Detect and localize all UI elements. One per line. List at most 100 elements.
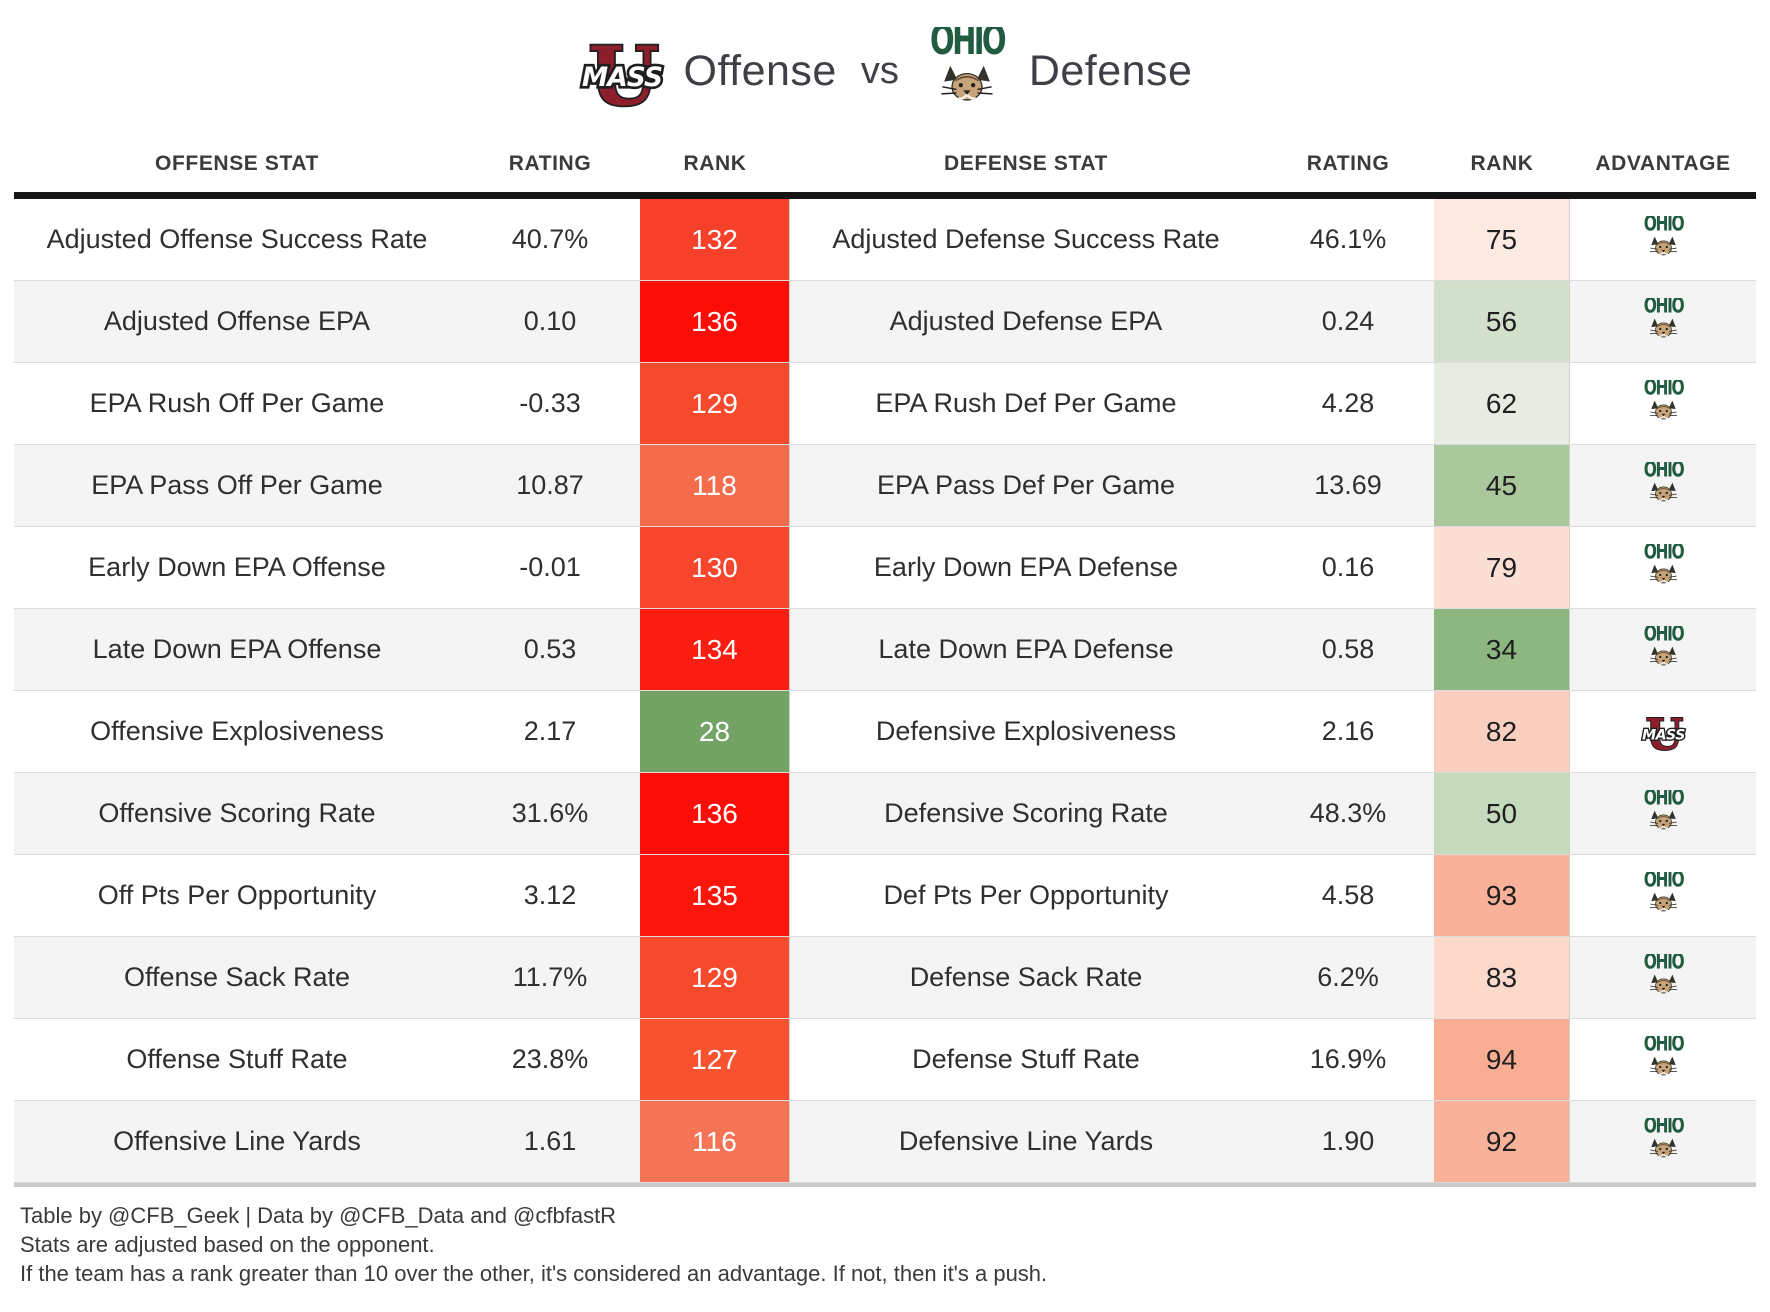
defense-rank-cell: 82 bbox=[1434, 691, 1570, 772]
advantage-cell bbox=[1570, 773, 1756, 854]
ohio-bobcat-logo-icon bbox=[1640, 1118, 1687, 1165]
advantage-cell bbox=[1570, 937, 1756, 1018]
defense-rating-cell: 0.58 bbox=[1321, 634, 1375, 665]
title-bar: Offense vs Defense bbox=[0, 0, 1770, 136]
ohio-bobcat-logo-icon bbox=[1640, 462, 1687, 509]
table-row: EPA Pass Off Per Game 10.87 118 EPA Pass… bbox=[14, 445, 1756, 527]
col-header-offense-stat: OFFENSE STAT bbox=[155, 151, 319, 175]
col-header-offense-rank: RANK bbox=[683, 151, 747, 175]
offense-rank-cell: 129 bbox=[640, 363, 790, 444]
offense-rating-cell: 11.7% bbox=[512, 962, 588, 993]
defense-stat-cell: Adjusted Defense Success Rate bbox=[832, 224, 1220, 255]
offense-stat-cell: Offensive Line Yards bbox=[113, 1126, 361, 1157]
ohio-bobcat-logo-icon bbox=[1640, 1036, 1687, 1083]
offense-rank-cell: 136 bbox=[640, 281, 790, 362]
offense-rating-cell: 10.87 bbox=[516, 470, 584, 501]
ohio-bobcat-logo-icon bbox=[1640, 954, 1687, 1001]
offense-stat-cell: Offense Stuff Rate bbox=[126, 1044, 348, 1075]
col-header-defense-rating: RATING bbox=[1306, 151, 1390, 175]
defense-stat-cell: Late Down EPA Defense bbox=[878, 634, 1174, 665]
defense-rating-cell: 2.16 bbox=[1321, 716, 1375, 747]
table-row: Offensive Explosiveness 2.17 28 Defensiv… bbox=[14, 691, 1756, 773]
ohio-bobcat-logo-icon bbox=[1640, 626, 1687, 673]
offense-stat-cell: EPA Rush Off Per Game bbox=[89, 388, 385, 419]
defense-rank-cell: 75 bbox=[1434, 199, 1570, 280]
defense-rank-cell: 56 bbox=[1434, 281, 1570, 362]
offense-rating-cell: 2.17 bbox=[523, 716, 577, 747]
offense-rank-cell: 132 bbox=[640, 199, 790, 280]
defense-stat-cell: Defensive Line Yards bbox=[898, 1126, 1154, 1157]
offense-stat-cell: Late Down EPA Offense bbox=[92, 634, 382, 665]
defense-rating-cell: 1.90 bbox=[1321, 1126, 1375, 1157]
defense-stat-cell: Early Down EPA Defense bbox=[873, 552, 1179, 583]
table-row: Offensive Line Yards 1.61 116 Defensive … bbox=[14, 1101, 1756, 1183]
table-row: Offense Stuff Rate 23.8% 127 Defense Stu… bbox=[14, 1019, 1756, 1101]
offense-rank-cell: 118 bbox=[640, 445, 790, 526]
defense-rating-cell: 4.58 bbox=[1321, 880, 1375, 911]
title-vs-label: vs bbox=[860, 49, 899, 92]
defense-rank-cell: 83 bbox=[1434, 937, 1570, 1018]
table-row: Offense Sack Rate 11.7% 129 Defense Sack… bbox=[14, 937, 1756, 1019]
advantage-cell bbox=[1570, 1019, 1756, 1100]
advantage-cell bbox=[1570, 281, 1756, 362]
offense-stat-cell: Off Pts Per Opportunity bbox=[97, 880, 377, 911]
table-row: Off Pts Per Opportunity 3.12 135 Def Pts… bbox=[14, 855, 1756, 937]
footer-advantage-rule-note: If the team has a rank greater than 10 o… bbox=[20, 1261, 1048, 1286]
offense-stat-cell: EPA Pass Off Per Game bbox=[91, 470, 383, 501]
title-defense-label: Defense bbox=[1028, 46, 1193, 95]
defense-rank-cell: 94 bbox=[1434, 1019, 1570, 1100]
table-row: Adjusted Offense EPA 0.10 136 Adjusted D… bbox=[14, 281, 1756, 363]
offense-stat-cell: Offensive Explosiveness bbox=[90, 716, 384, 747]
offense-rank-cell: 135 bbox=[640, 855, 790, 936]
col-header-advantage: ADVANTAGE bbox=[1595, 151, 1731, 175]
umass-logo-icon bbox=[578, 27, 666, 115]
defense-stat-cell: Adjusted Defense EPA bbox=[889, 306, 1163, 337]
defense-rating-cell: 0.16 bbox=[1321, 552, 1375, 583]
table-row: Late Down EPA Offense 0.53 134 Late Down… bbox=[14, 609, 1756, 691]
table-row: Adjusted Offense Success Rate 40.7% 132 … bbox=[14, 199, 1756, 281]
ohio-bobcat-logo-icon bbox=[1640, 790, 1687, 837]
offense-rating-cell: 0.10 bbox=[523, 306, 577, 337]
defense-rating-cell: 13.69 bbox=[1314, 470, 1382, 501]
defense-rank-cell: 93 bbox=[1434, 855, 1570, 936]
ohio-bobcat-logo-icon bbox=[1640, 216, 1687, 263]
ohio-bobcat-logo-icon bbox=[923, 27, 1011, 115]
advantage-cell bbox=[1570, 445, 1756, 526]
table-row: EPA Rush Off Per Game -0.33 129 EPA Rush… bbox=[14, 363, 1756, 445]
table-body: Adjusted Offense Success Rate 40.7% 132 … bbox=[14, 199, 1756, 1183]
defense-rating-cell: 4.28 bbox=[1321, 388, 1375, 419]
footer-adjusted-note: Stats are adjusted based on the opponent… bbox=[20, 1232, 435, 1257]
offense-rating-cell: 40.7% bbox=[511, 224, 589, 255]
title-offense-label: Offense bbox=[683, 46, 837, 95]
offense-rating-cell: 1.61 bbox=[523, 1126, 577, 1157]
table-row: Offensive Scoring Rate 31.6% 136 Defensi… bbox=[14, 773, 1756, 855]
defense-rating-cell: 46.1% bbox=[1309, 224, 1387, 255]
offense-rating-cell: -0.01 bbox=[519, 552, 581, 583]
offense-rating-cell: 0.53 bbox=[523, 634, 577, 665]
defense-stat-cell: EPA Rush Def Per Game bbox=[875, 388, 1177, 419]
offense-rating-cell: 3.12 bbox=[523, 880, 577, 911]
offense-rank-cell: 130 bbox=[640, 527, 790, 608]
defense-rank-cell: 79 bbox=[1434, 527, 1570, 608]
defense-rank-cell: 62 bbox=[1434, 363, 1570, 444]
offense-stat-cell: Early Down EPA Offense bbox=[88, 552, 386, 583]
defense-stat-cell: Def Pts Per Opportunity bbox=[883, 880, 1169, 911]
advantage-cell bbox=[1570, 363, 1756, 444]
offense-rank-cell: 116 bbox=[640, 1101, 790, 1182]
defense-rank-cell: 50 bbox=[1434, 773, 1570, 854]
offense-stat-cell: Adjusted Offense Success Rate bbox=[46, 224, 428, 255]
offense-rating-cell: 31.6% bbox=[511, 798, 589, 829]
defense-rating-cell: 16.9% bbox=[1309, 1044, 1387, 1075]
offense-rating-cell: -0.33 bbox=[519, 388, 581, 419]
defense-rank-cell: 34 bbox=[1434, 609, 1570, 690]
advantage-cell bbox=[1570, 1101, 1756, 1182]
defense-rating-cell: 6.2% bbox=[1317, 962, 1379, 993]
offense-stat-cell: Offense Sack Rate bbox=[123, 962, 351, 993]
defense-stat-cell: Defensive Scoring Rate bbox=[884, 798, 1168, 829]
footer-notes: Table by @CFB_Geek | Data by @CFB_Data a… bbox=[20, 1201, 1746, 1288]
umass-logo-icon bbox=[1640, 708, 1687, 755]
defense-stat-cell: Defense Sack Rate bbox=[909, 962, 1143, 993]
defense-rating-cell: 48.3% bbox=[1309, 798, 1387, 829]
table-header-row: OFFENSE STAT RATING RANK DEFENSE STAT RA… bbox=[14, 136, 1756, 199]
offense-rank-cell: 136 bbox=[640, 773, 790, 854]
